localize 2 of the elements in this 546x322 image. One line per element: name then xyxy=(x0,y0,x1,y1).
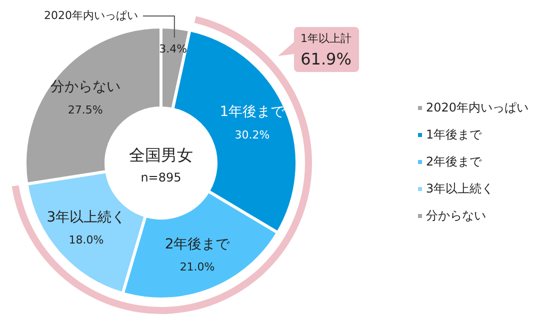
annotation: 全国男女 xyxy=(129,145,193,164)
annotation: n=895 xyxy=(140,170,182,184)
